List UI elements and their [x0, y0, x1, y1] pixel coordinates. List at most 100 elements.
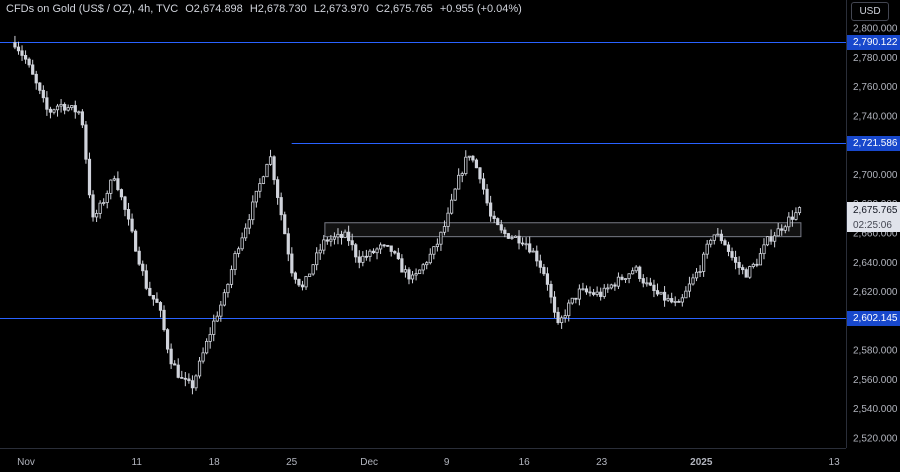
candle-body-164: [595, 291, 599, 295]
candle-body-88: [325, 239, 329, 242]
symbol-title[interactable]: CFDs on Gold (US$ / OZ), 4h, TVC: [6, 3, 179, 15]
candle-body-161: [584, 288, 589, 293]
ohlc-high: H2,678.730: [249, 3, 307, 15]
candle-body-90: [332, 236, 337, 240]
candle-body-178: [645, 282, 649, 285]
candle-body-59: [222, 292, 226, 306]
candle-body-175: [634, 266, 638, 272]
candle-body-127: [464, 156, 468, 174]
candle-body-60: [226, 283, 230, 294]
candle-body-25: [102, 202, 106, 204]
candle-body-50: [190, 380, 195, 389]
candle-body-189: [684, 290, 688, 299]
candle-body-97: [357, 256, 361, 263]
y-tick-12: 2,560.000: [853, 375, 898, 386]
candle-body-2: [20, 50, 24, 56]
y-tick-9: 2,620.000: [853, 287, 898, 298]
candle-body-200: [723, 240, 727, 246]
candle-body-215: [776, 228, 780, 237]
candle-body-169: [613, 284, 617, 287]
candle-body-122: [446, 212, 450, 227]
support-resistance-levels: [0, 42, 846, 319]
candle-body-78: [290, 253, 294, 274]
candle-body-148: [538, 260, 542, 268]
y-tick-1: 2,780.000: [853, 53, 898, 64]
candle-body-155: [563, 315, 567, 319]
candle-body-53: [201, 352, 205, 362]
candle-body-28: [112, 178, 116, 181]
candle-body-47: [180, 376, 184, 379]
candle-body-163: [591, 292, 596, 295]
candle-body-145: [528, 243, 532, 253]
candle-body-93: [343, 231, 347, 238]
candle-body-181: [655, 290, 660, 295]
candle-body-201: [726, 244, 731, 252]
candle-body-198: [716, 233, 720, 236]
candle-body-136: [496, 218, 500, 226]
candle-body-40: [155, 298, 159, 303]
candle-body-98: [361, 255, 365, 263]
level-label-2790: 2,790.122: [847, 35, 900, 50]
candle-body-147: [535, 250, 539, 262]
candle-body-193: [698, 271, 702, 273]
candle-body-197: [712, 234, 716, 241]
candle-body-76: [283, 214, 287, 235]
ohlc-low: L2,673.970: [313, 3, 369, 15]
candle-body-14: [63, 103, 67, 111]
x-tick-5: 9: [444, 457, 450, 468]
candle-body-17: [73, 105, 77, 113]
x-tick-6: 16: [519, 457, 531, 468]
candle-body-168: [609, 284, 613, 289]
candle-body-68: [254, 190, 258, 203]
candle-body-128: [467, 155, 471, 158]
x-tick-3: 25: [286, 457, 298, 468]
candle-body-199: [719, 233, 723, 242]
candle-body-39: [151, 295, 155, 300]
candle-body-23: [94, 213, 99, 218]
bar-countdown: 02:25:06: [853, 219, 892, 231]
candle-body-35: [137, 250, 141, 265]
candle-body-166: [602, 287, 606, 297]
y-tick-14: 2,520.000: [853, 434, 898, 445]
current-price-label: 2,675.765 02:25:06: [847, 201, 900, 232]
candle-body-86: [318, 249, 322, 254]
candle-body-85: [315, 252, 319, 266]
candle-body-32: [126, 209, 131, 220]
candle-body-52: [197, 360, 202, 377]
candle-body-29: [116, 178, 120, 190]
candle-body-205: [741, 267, 745, 271]
candle-body-36: [141, 263, 145, 272]
x-tick-9: 13: [829, 457, 841, 468]
candle-body-34: [134, 230, 138, 252]
candle-body-129: [471, 155, 475, 161]
candle-body-203: [733, 256, 738, 263]
candle-body-153: [556, 311, 560, 324]
ohlc-close: C2,675.765: [375, 3, 433, 15]
level-label-2721: 2,721.586: [847, 136, 900, 151]
candle-body-5: [31, 64, 35, 75]
candle-body-106: [389, 245, 393, 252]
candle-body-49: [187, 378, 191, 382]
candle-body-41: [158, 302, 163, 311]
candle-body-58: [219, 304, 223, 317]
candle-body-64: [240, 237, 244, 250]
candle-body-87: [322, 239, 326, 251]
candle-body-117: [428, 253, 432, 264]
candle-body-151: [549, 283, 553, 298]
candle-body-170: [616, 276, 621, 287]
candle-body-116: [425, 262, 429, 266]
candle-body-174: [631, 270, 635, 275]
candle-body-102: [375, 248, 379, 254]
candle-body-94: [347, 231, 351, 242]
candle-body-132: [481, 178, 486, 190]
price-axis: 2,800.0002,780.0002,760.0002,740.0002,72…: [853, 24, 898, 445]
candle-body-1: [16, 46, 21, 52]
candle-body-107: [393, 251, 397, 254]
candle-body-79: [293, 272, 297, 280]
currency-button[interactable]: USD: [851, 2, 889, 21]
candle-body-186: [673, 301, 677, 303]
y-tick-5: 2,700.000: [853, 170, 898, 181]
candle-body-3: [23, 55, 28, 60]
candle-body-22: [91, 194, 95, 218]
